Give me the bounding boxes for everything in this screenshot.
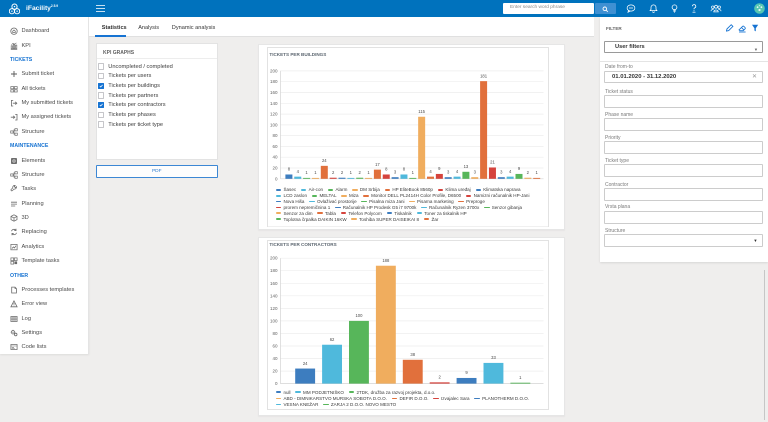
svg-text:9: 9 [438,166,441,171]
svg-text:0: 0 [274,176,277,181]
svg-text:20: 20 [272,165,278,170]
svg-text:1: 1 [314,170,317,175]
svg-text:188: 188 [382,258,390,263]
svg-text:40: 40 [272,356,278,361]
svg-text:8: 8 [385,166,388,171]
svg-text:115: 115 [418,108,425,113]
svg-text:38: 38 [410,352,415,357]
svg-text:40: 40 [272,154,278,159]
svg-text:160: 160 [269,281,277,286]
svg-text:24: 24 [302,361,307,366]
svg-text:3: 3 [393,169,396,174]
svg-text:4: 4 [508,168,511,173]
svg-text:180: 180 [269,79,277,84]
svg-text:60: 60 [272,143,278,148]
svg-text:120: 120 [269,111,277,116]
svg-text:8: 8 [287,166,290,171]
svg-text:20: 20 [272,368,278,373]
svg-text:140: 140 [269,293,277,298]
svg-text:120: 120 [269,306,277,311]
svg-text:160: 160 [269,90,277,95]
svg-text:200: 200 [269,68,277,73]
svg-text:1: 1 [535,170,538,175]
svg-text:60: 60 [272,343,278,348]
svg-text:33: 33 [491,355,496,360]
svg-text:140: 140 [269,100,277,105]
svg-text:2: 2 [340,169,343,174]
svg-text:9: 9 [517,166,520,171]
svg-text:4: 4 [296,168,299,173]
svg-text:180: 180 [269,268,277,273]
svg-text:2: 2 [526,169,529,174]
svg-text:8: 8 [402,166,405,171]
svg-text:4: 4 [455,168,458,173]
svg-text:1: 1 [349,170,352,175]
svg-text:17: 17 [375,161,380,166]
svg-text:200: 200 [269,255,277,260]
svg-text:80: 80 [272,133,278,138]
svg-text:3: 3 [500,169,503,174]
svg-text:1: 1 [411,170,414,175]
svg-text:80: 80 [272,331,278,336]
svg-text:100: 100 [355,313,363,318]
svg-text:2: 2 [438,374,441,379]
svg-text:100: 100 [269,318,277,323]
svg-text:13: 13 [463,163,468,168]
svg-text:2: 2 [358,169,361,174]
svg-text:4: 4 [429,168,432,173]
svg-text:1: 1 [519,375,522,380]
svg-text:1: 1 [367,170,370,175]
svg-text:3: 3 [473,169,476,174]
svg-text:100: 100 [269,122,277,127]
svg-text:0: 0 [274,381,277,386]
svg-text:181: 181 [480,73,488,78]
svg-text:3: 3 [447,169,450,174]
svg-text:9: 9 [465,370,468,375]
svg-text:62: 62 [329,337,334,342]
svg-text:2: 2 [331,169,334,174]
svg-text:24: 24 [321,158,326,163]
svg-text:1: 1 [305,170,308,175]
svg-text:21: 21 [490,159,495,164]
